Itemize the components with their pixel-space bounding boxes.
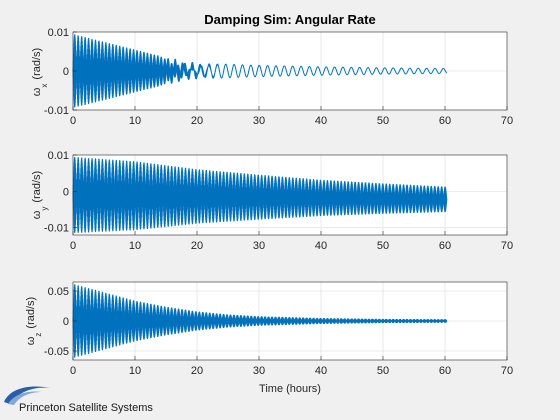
x-tick-label: 30 xyxy=(253,115,265,127)
x-axis-label: Time (hours) xyxy=(259,383,321,395)
company-logo: Princeton Satellite Systems xyxy=(4,386,153,414)
series-line xyxy=(72,156,448,234)
x-tick-label: 60 xyxy=(439,365,451,377)
x-tick-label: 50 xyxy=(377,365,389,377)
logo-swoosh-inner-icon xyxy=(8,391,42,405)
x-tick-label: 20 xyxy=(191,115,203,127)
x-tick-label: 30 xyxy=(253,365,265,377)
y-axis-label-symbol: ω xyxy=(25,336,37,345)
y-axis-label: ωz (rad/s) xyxy=(25,297,43,345)
x-tick-label: 40 xyxy=(315,365,327,377)
y-axis-label: ωx (rad/s) xyxy=(31,48,49,96)
y-axis-label-symbol: ω xyxy=(31,87,43,96)
x-tick-label: 20 xyxy=(191,240,203,252)
series-line xyxy=(72,34,448,108)
x-tick-label: 10 xyxy=(129,365,141,377)
company-name: Princeton Satellite Systems xyxy=(19,402,153,414)
y-axis-label-subscript: z xyxy=(34,333,43,337)
y-tick-label: 0.01 xyxy=(48,150,69,162)
y-tick-label: 0 xyxy=(63,66,69,78)
x-tick-label: 10 xyxy=(129,240,141,252)
x-tick-label: 40 xyxy=(315,115,327,127)
x-tick-label: 60 xyxy=(439,240,451,252)
plot-area xyxy=(72,284,448,358)
x-tick-label: 0 xyxy=(70,365,76,377)
logo-swoosh-icon xyxy=(4,386,50,404)
y-tick-label: 0 xyxy=(63,316,69,328)
plot-area xyxy=(72,34,448,108)
x-tick-label: 50 xyxy=(377,115,389,127)
x-tick-label: 20 xyxy=(191,365,203,377)
y-axis-label-unit: (rad/s) xyxy=(31,48,43,80)
x-tick-label: 40 xyxy=(315,240,327,252)
axes-box xyxy=(72,154,508,236)
y-tick-label: -0.05 xyxy=(44,346,69,358)
y-axis-label-symbol: ω xyxy=(31,210,43,219)
x-tick-label: 70 xyxy=(501,240,513,252)
y-tick-label: -0.01 xyxy=(44,105,69,117)
series-line xyxy=(72,284,448,358)
x-tick-label: 0 xyxy=(70,240,76,252)
x-tick-label: 70 xyxy=(501,365,513,377)
y-tick-label: 0.05 xyxy=(48,286,69,298)
y-axis-label-subscript: y xyxy=(40,207,49,211)
y-tick-label: -0.01 xyxy=(44,223,69,235)
x-tick-label: 60 xyxy=(439,115,451,127)
x-tick-label: 30 xyxy=(253,240,265,252)
y-axis-label: ωy (rad/s) xyxy=(31,171,49,219)
plot-area xyxy=(72,156,448,234)
x-tick-label: 0 xyxy=(70,115,76,127)
x-tick-label: 70 xyxy=(501,115,513,127)
chart-title: Damping Sim: Angular Rate xyxy=(204,12,375,27)
y-tick-label: 0 xyxy=(63,186,69,198)
x-tick-label: 50 xyxy=(377,240,389,252)
y-tick-label: 0.01 xyxy=(48,27,69,39)
y-axis-label-unit: (rad/s) xyxy=(25,297,37,329)
x-tick-label: 10 xyxy=(129,115,141,127)
y-axis-label-subscript: x xyxy=(40,84,49,88)
y-axis-label-unit: (rad/s) xyxy=(31,171,43,203)
